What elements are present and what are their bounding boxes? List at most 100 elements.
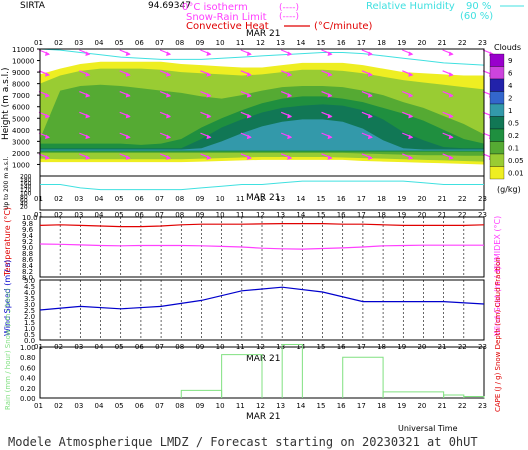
wind-arrow: [79, 70, 91, 77]
wind-arrow: [402, 70, 414, 77]
wind-arrow-head: [408, 93, 414, 98]
p1-bottom-hour-label: 07: [155, 195, 164, 203]
wind-arrow: [280, 70, 293, 77]
snowrain-label: Snow-Rain Limit: [186, 12, 267, 23]
p4-bottom-hour-label: 09: [195, 402, 204, 410]
wind-arrow-head: [367, 51, 373, 56]
p2-top-hour-label: 23: [478, 211, 487, 219]
wind-arrow: [442, 49, 454, 56]
wind-arrow-head: [166, 72, 172, 77]
wind-ytick-label: 5.0: [24, 277, 35, 285]
wind-arrow: [402, 49, 414, 56]
p1-bottom-hour-label: 10: [216, 195, 225, 203]
wind-arrow: [361, 70, 373, 77]
wind-ytick-label: 4.5: [24, 283, 35, 291]
temp-ytick-label: 9.6: [22, 226, 34, 234]
temp-ytick-label: 8.2: [22, 268, 33, 276]
p4-bottom-hour-label: 06: [135, 402, 144, 410]
p4-bottom-hour-label: 03: [74, 402, 83, 410]
wind-arrow: [119, 111, 131, 119]
wind-arrow-head: [327, 72, 333, 77]
rh-90-contour: [39, 48, 485, 66]
p4-bottom-hour-label: 05: [115, 402, 124, 410]
wind-ytick-label: 4.0: [24, 289, 35, 297]
p2-top-hour-label: 13: [276, 211, 285, 219]
p2-top-hour-label: 12: [256, 211, 265, 219]
lowlevel-ytick-label: 60: [20, 197, 28, 204]
wind-arrow: [159, 111, 172, 119]
colorbar-label: 4: [508, 82, 513, 90]
wind-arrow: [159, 49, 172, 56]
p2-top-hour-label: 09: [195, 211, 204, 219]
wind-arrow: [200, 70, 212, 77]
wind-arrow-head: [367, 93, 373, 98]
wind-arrow-head: [287, 155, 293, 160]
p1-top-hour-label: 14: [296, 39, 305, 47]
lowlevel-ytick-label: 80: [20, 194, 28, 201]
gust-ylabel: Wind Gust (m / s): [493, 266, 502, 336]
p1-bottom-hour-label: 14: [296, 195, 305, 203]
precip-bar: [281, 343, 303, 398]
wind-arrow: [361, 153, 373, 160]
p1-top-hour-label: 08: [175, 39, 184, 47]
p2-top-hour-label: 16: [337, 211, 346, 219]
wind-arrow: [200, 111, 212, 119]
wind-arrow-head: [327, 51, 333, 56]
wind-arrow-head: [367, 72, 373, 77]
wind-arrow: [361, 91, 373, 98]
wind-arrow: [442, 132, 454, 140]
wind-arrow: [361, 49, 373, 56]
p2-top-hour-label: 08: [175, 211, 184, 219]
temp-ylabel: Temperature (°C): [3, 207, 12, 277]
temp-ytick-label: 8.0: [22, 274, 33, 282]
wind-arrow-head: [327, 113, 333, 119]
clouds-ytick-label: 5000: [12, 115, 30, 123]
colorbar-swatch: [489, 141, 505, 155]
wind-arrow-head: [448, 155, 454, 160]
wind-arrow-head: [287, 51, 293, 56]
p4-bottom-hour-label: 23: [478, 402, 487, 410]
p1-top-hour-label: 20: [417, 39, 426, 47]
lowlevel-ytick-label: 120: [20, 187, 32, 194]
wind-ylabel: Wind Speed (m / s): [3, 260, 12, 336]
p4-bottom-hour-label: 01: [34, 402, 43, 410]
wind-arrow-head: [246, 93, 252, 98]
wind-arrow: [442, 111, 454, 119]
p1-top-hour-label: 05: [115, 39, 124, 47]
colorbar-swatch: [489, 153, 505, 167]
isotherm-label: 0°C isotherm: [182, 2, 248, 13]
wind-arrow-head: [166, 134, 172, 140]
p1-top-hour-label: 23: [478, 39, 487, 47]
wind-arrow-head: [85, 155, 91, 160]
temp-ytick-label: 8.4: [22, 262, 34, 270]
cloud-layer-1: [40, 119, 484, 151]
rh-value-60: (60 %): [460, 11, 493, 22]
p1-top-hour-label: 21: [438, 39, 447, 47]
wind-arrow-head: [408, 72, 414, 77]
p2-top-hour-label: 03: [74, 211, 83, 219]
p1-top-hour-label: 01: [34, 39, 43, 47]
wind-speed-line: [39, 286, 485, 311]
temp-ytick-label: 9.4: [22, 232, 34, 240]
p1-bottom-hour-label: 11: [236, 195, 245, 203]
wind-arrow-head: [166, 155, 172, 160]
xaxis-label: Universal Time: [398, 424, 458, 433]
wind-arrow-head: [45, 155, 50, 160]
humidex-ylabel: HUMIDEX (°C): [493, 216, 502, 272]
p4-bottom-hour-label: 18: [377, 402, 386, 410]
precip-ytick-label: 0.60: [20, 364, 36, 372]
lowlevel-ytick-label: 40: [20, 201, 28, 208]
wind-arrow: [38, 153, 50, 160]
wind-arrow-head: [327, 155, 333, 160]
convective-label: Convective Heat: [186, 21, 269, 32]
temp-ytick-label: 9.8: [22, 220, 33, 228]
precip-bar: [180, 389, 223, 398]
wind-arrow: [402, 111, 414, 119]
p1-date-top: MAR 21: [246, 29, 281, 39]
p2-top-hour-label: 01: [34, 211, 43, 219]
p4-bottom-hour-label: 12: [256, 402, 265, 410]
wind-arrow-head: [125, 113, 131, 119]
wind-arrow-head: [367, 134, 373, 140]
p2-top-hour-label: 04: [95, 211, 104, 219]
wind-arrow: [240, 70, 252, 77]
